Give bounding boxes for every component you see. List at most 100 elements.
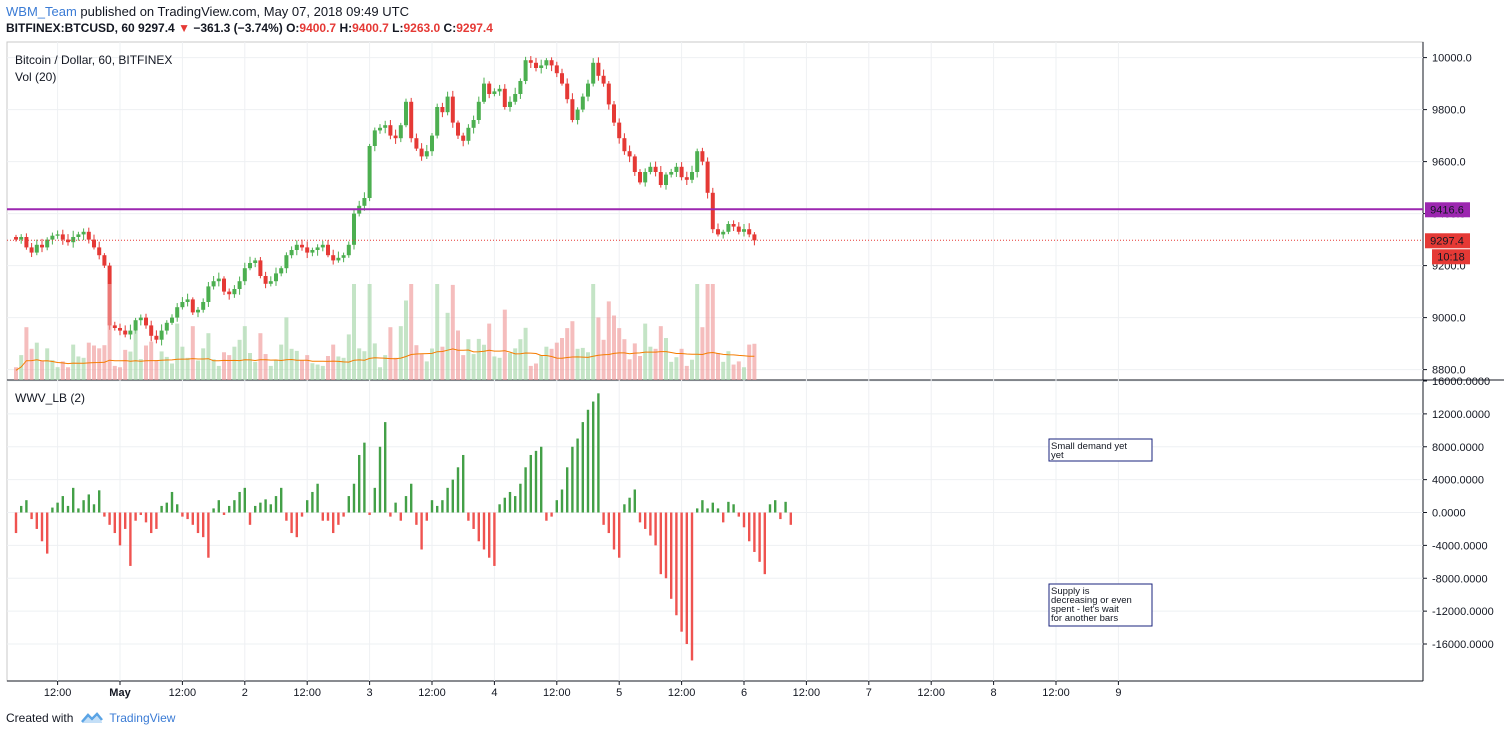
oscillator-bar: [212, 508, 215, 513]
volume-bar: [159, 351, 164, 380]
candle-body: [289, 250, 294, 256]
volume-bar: [284, 317, 289, 380]
tradingview-link[interactable]: TradingView: [109, 711, 176, 725]
volume-bar: [300, 360, 304, 380]
oscillator-bar: [529, 454, 532, 513]
oscillator-bar: [51, 507, 54, 513]
candle-body: [133, 320, 138, 331]
volume-bar: [164, 356, 169, 380]
candle-body: [606, 83, 611, 105]
volume-bar: [456, 330, 460, 380]
oscillator-bar: [150, 512, 153, 534]
candle-body: [414, 138, 419, 149]
candle-body: [154, 335, 159, 340]
candle-body: [81, 231, 86, 235]
oscillator-bar: [716, 508, 720, 513]
volume-bar: [289, 348, 294, 380]
oscillator-bar: [602, 512, 605, 525]
oscillator-bar: [763, 512, 766, 575]
candle-body: [159, 330, 164, 340]
time-tick-label: 5: [616, 687, 622, 699]
candle-body: [372, 130, 377, 146]
candle-body: [736, 226, 741, 232]
volume-bar: [554, 342, 559, 380]
oscillator-bar: [217, 500, 220, 513]
time-tick-label: 7: [866, 687, 872, 699]
candle-body: [398, 125, 403, 139]
oscillator-bar: [524, 467, 527, 513]
volume-bar: [196, 360, 200, 380]
volume-bar: [440, 346, 445, 380]
volume-bar: [216, 365, 221, 380]
oscillator-bar: [508, 491, 512, 513]
oscillator-bar: [441, 500, 444, 513]
oscillator-bar: [649, 512, 652, 536]
candle-body: [424, 151, 429, 157]
oscillator-bar: [196, 512, 200, 534]
price-tick-label: 8800.0: [1432, 365, 1466, 377]
oscillator-bar: [404, 496, 408, 513]
ohlc-header: BITFINEX:BTCUSD, 60 9297.4 ▼ −361.3 (−3.…: [6, 21, 493, 35]
oscillator-bar: [352, 483, 356, 513]
oscillator-bar: [462, 454, 465, 513]
volume-bar: [201, 348, 206, 380]
chart-frame: [6, 41, 1424, 682]
oscillator-bar: [373, 487, 376, 513]
oscillator-bar: [685, 512, 688, 645]
candle-body: [643, 172, 648, 183]
oscillator-bar: [664, 512, 668, 579]
volume-bar: [393, 357, 398, 380]
volume-bar: [435, 284, 440, 380]
candle-body: [19, 237, 24, 240]
volume-bar: [601, 339, 606, 380]
oscillator-bar: [118, 512, 122, 546]
candle-body: [185, 299, 190, 302]
volume-bar: [534, 363, 538, 380]
volume-bar: [123, 349, 128, 380]
oscillator-bar: [592, 401, 595, 513]
oscillator-bar: [576, 438, 579, 513]
oscillator-bar: [295, 512, 298, 538]
down-arrow-icon: ▼: [178, 21, 190, 35]
candle-body: [721, 231, 726, 235]
volume-bar: [372, 343, 377, 380]
candle-body: [237, 281, 242, 289]
volume-bar: [253, 361, 258, 380]
candle-body: [622, 138, 627, 152]
tradingview-logo-icon: [81, 712, 104, 723]
volume-bar: [705, 284, 710, 380]
volume-bar: [170, 363, 174, 380]
candle-body: [253, 260, 258, 263]
last-price-label: 9297.4: [1430, 235, 1464, 247]
oscillator-bar: [139, 512, 142, 515]
candle-body: [34, 244, 39, 253]
annotation-text-supply: decreasing or even: [1051, 595, 1132, 606]
volume-bar: [606, 301, 611, 380]
time-tick-label: 4: [491, 687, 497, 699]
candle-body: [102, 255, 107, 266]
oscillator-bar: [332, 512, 335, 534]
oscillator-bar: [514, 496, 517, 513]
candle-body: [518, 81, 523, 94]
candle-body: [378, 127, 382, 131]
volume-bar: [118, 367, 122, 380]
candle-body: [60, 234, 65, 240]
candle-body: [440, 107, 445, 113]
annotation-text-supply: Supply is: [1051, 586, 1090, 597]
oscillator-bar: [597, 393, 600, 513]
candle-body: [539, 65, 544, 68]
candle-body: [554, 65, 559, 74]
candle-body: [242, 268, 247, 282]
volume-bar: [742, 367, 746, 380]
candle-body: [404, 101, 408, 126]
volume-bar: [747, 344, 752, 380]
candle-body: [492, 91, 497, 94]
candle-body: [175, 307, 180, 318]
volume-bar: [144, 345, 148, 380]
volume-bar: [679, 348, 684, 380]
oscillator-bar: [233, 500, 236, 513]
candle-body: [66, 239, 70, 243]
author-link[interactable]: WBM_Team: [6, 4, 77, 19]
oscillator-bar: [638, 512, 642, 523]
